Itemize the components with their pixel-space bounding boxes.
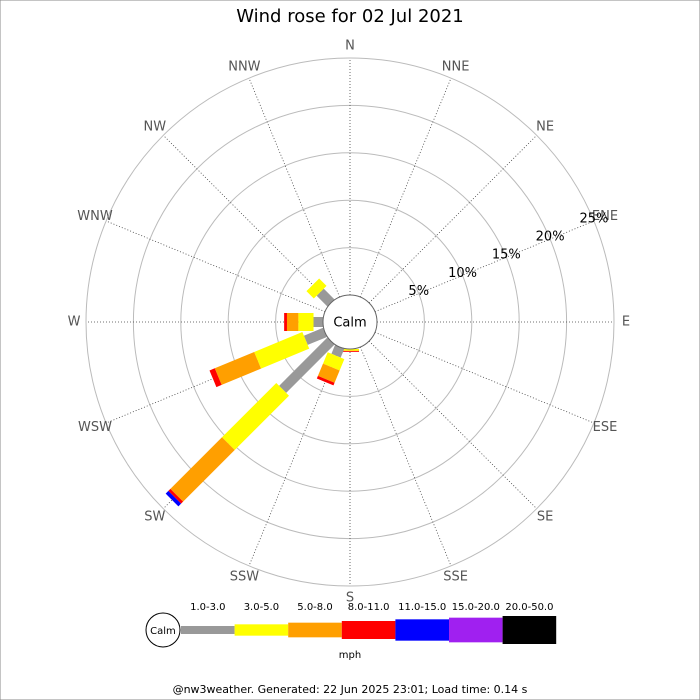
spoke	[248, 77, 341, 298]
direction-label: WNW	[77, 209, 113, 224]
legend-label: 8.0-11.0	[348, 602, 390, 613]
direction-label: S	[346, 591, 354, 606]
legend-label: 3.0-5.0	[244, 602, 279, 613]
spoke	[105, 220, 326, 313]
bar-segment	[316, 375, 335, 386]
bar-segment	[209, 368, 222, 388]
legend-calm-label: Calm	[150, 626, 176, 637]
calm-circle	[322, 294, 378, 350]
direction-label: SE	[537, 510, 553, 525]
bar-segment	[298, 313, 314, 331]
direction-label: ESE	[593, 420, 618, 435]
chart-title: Wind rose for 02 Jul 2021	[236, 6, 464, 27]
legend-label: 11.0-15.0	[398, 602, 446, 613]
spoke	[368, 340, 537, 509]
bar-segment	[221, 382, 290, 451]
direction-label: SSW	[230, 569, 260, 584]
direction-label: SW	[144, 510, 165, 525]
spoke	[163, 135, 332, 304]
bar-segment	[341, 349, 359, 351]
grid-ring	[180, 152, 520, 492]
bar-segment	[323, 352, 345, 371]
legend-swatch	[449, 617, 503, 643]
spoke	[374, 331, 595, 424]
direction-label: NW	[144, 119, 167, 134]
grid-ring	[85, 57, 615, 587]
bar-segment	[170, 437, 235, 502]
legend-calm	[145, 612, 181, 648]
calm-label: Calm	[333, 316, 366, 331]
grid-ring	[227, 199, 473, 445]
bar-segment	[303, 327, 327, 345]
direction-label: NNE	[442, 60, 470, 75]
spoke	[374, 220, 595, 313]
legend-label: 1.0-3.0	[190, 602, 225, 613]
bar-segment	[316, 288, 335, 307]
legend-label: 5.0-8.0	[297, 602, 332, 613]
bar-segment	[331, 345, 345, 358]
r-tick-label: 15%	[492, 248, 521, 263]
bar-segment	[279, 337, 335, 393]
legend-swatch	[395, 619, 449, 641]
direction-label: WSW	[78, 420, 112, 435]
spoke	[359, 346, 452, 567]
direction-label: NNW	[228, 60, 260, 75]
bar-segment	[214, 351, 262, 385]
direction-label: W	[68, 315, 81, 330]
spoke	[248, 346, 341, 567]
bar-segment	[165, 490, 182, 507]
bar-segment	[317, 363, 340, 383]
spoke	[359, 77, 452, 298]
spoke	[368, 135, 537, 304]
bar-segment	[341, 350, 359, 352]
r-tick-label: 20%	[536, 230, 565, 245]
legend-swatch	[181, 626, 235, 634]
bar-segment	[168, 488, 184, 504]
legend-swatch	[288, 622, 342, 638]
r-tick-label: 10%	[448, 266, 477, 281]
direction-label: ENE	[592, 209, 618, 224]
legend-swatch	[234, 624, 289, 636]
direction-label: NE	[536, 119, 554, 134]
bar-segment	[306, 278, 327, 299]
bar-segment	[284, 313, 287, 331]
legend-swatch	[341, 621, 396, 639]
direction-label: E	[622, 315, 630, 330]
unit-label: mph	[339, 650, 361, 661]
grid-ring	[275, 247, 425, 397]
bar-segment	[313, 317, 323, 327]
r-tick-label: 5%	[408, 284, 429, 299]
legend-swatch	[502, 616, 557, 644]
footer: @nw3weather. Generated: 22 Jun 2025 23:0…	[173, 683, 528, 696]
direction-label: SSE	[443, 569, 468, 584]
direction-label: N	[345, 39, 355, 54]
legend-label: 20.0-50.0	[505, 602, 553, 613]
bar-segment	[254, 331, 310, 369]
bar-segment	[286, 313, 299, 331]
r-tick-label: 25%	[579, 211, 608, 226]
legend-label: 15.0-20.0	[452, 602, 500, 613]
